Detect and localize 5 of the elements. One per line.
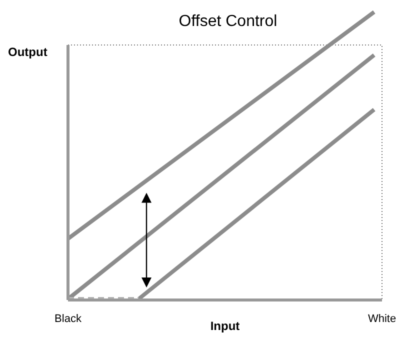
- y-axis-title: Output: [8, 45, 48, 59]
- x-axis-title: Input: [210, 319, 240, 333]
- x-tick-label: Black: [54, 312, 82, 325]
- chart-title: Offset Control: [178, 13, 278, 30]
- x-tick-label: White: [368, 312, 396, 325]
